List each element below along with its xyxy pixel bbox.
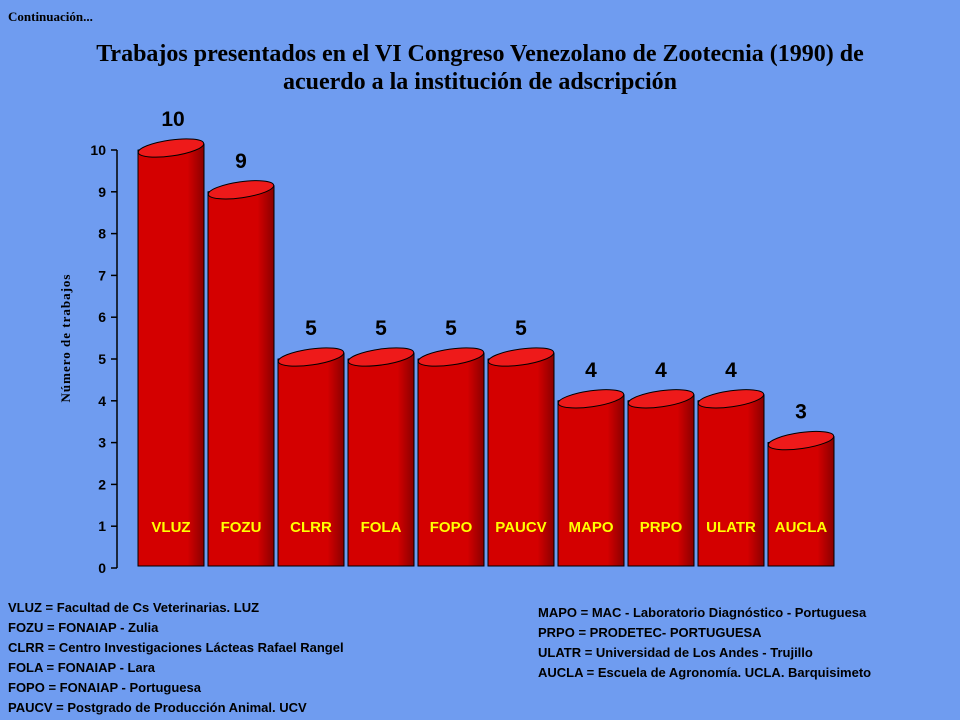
category-label: VLUZ bbox=[151, 519, 190, 536]
legend-right: MAPO = MAC - Laboratorio Diagnóstico - P… bbox=[538, 603, 871, 683]
legend-item: PRPO = PRODETEC- PORTUGUESA bbox=[538, 625, 762, 640]
legend-item: PAUCV = Postgrado de Producción Animal. … bbox=[8, 700, 307, 715]
data-label: 3 bbox=[795, 401, 807, 424]
legend-item: FOPO = FONAIAP - Portuguesa bbox=[8, 680, 201, 695]
y-tick-label: 5 bbox=[98, 351, 106, 367]
bar bbox=[207, 180, 275, 567]
data-label: 4 bbox=[585, 359, 597, 382]
y-tick-label: 2 bbox=[98, 476, 106, 492]
data-label: 4 bbox=[725, 359, 737, 382]
y-tick-label: 1 bbox=[98, 518, 106, 534]
legend-item: FOZU = FONAIAP - Zulia bbox=[8, 620, 159, 635]
data-label: 5 bbox=[445, 317, 457, 340]
bar-top-cap bbox=[697, 389, 765, 409]
continuation-label: Continuación... bbox=[8, 9, 93, 24]
legend-item: VLUZ = Facultad de Cs Veterinarias. LUZ bbox=[8, 600, 260, 615]
bar-top-cap bbox=[487, 347, 555, 367]
bar-top-cap bbox=[557, 389, 625, 409]
bar bbox=[767, 430, 835, 567]
data-label: 9 bbox=[235, 150, 247, 173]
labels: 10 VLUZ 9 FOZU 5 CLRR 5 FOLA 5 FOPO 5 PAUCV 4 MAPO 4 PR… bbox=[151, 108, 827, 536]
bar-body bbox=[697, 392, 765, 567]
title-line-1: Trabajos presentados en el VI Congreso V… bbox=[96, 41, 864, 67]
bar-body bbox=[767, 434, 835, 567]
title-line-2: acuerdo a la institución de adscripción bbox=[282, 69, 678, 95]
y-tick-label: 9 bbox=[98, 184, 106, 200]
category-label: FOPO bbox=[430, 519, 473, 536]
bar bbox=[557, 389, 625, 567]
y-tick-label: 0 bbox=[98, 560, 106, 576]
y-tick-label: 8 bbox=[98, 226, 106, 242]
bar-top-cap bbox=[207, 180, 275, 200]
bar-top-cap bbox=[137, 138, 205, 158]
bar-body bbox=[627, 392, 695, 567]
data-label: 4 bbox=[655, 359, 667, 382]
category-label: FOZU bbox=[221, 519, 262, 536]
bar bbox=[627, 389, 695, 567]
legend-item: ULATR = Universidad de Los Andes - Truji… bbox=[538, 645, 813, 660]
category-label: AUCLA bbox=[775, 519, 828, 536]
legend-item: FOLA = FONAIAP - Lara bbox=[8, 660, 155, 675]
category-label: FOLA bbox=[361, 519, 402, 536]
category-label: MAPO bbox=[569, 519, 614, 536]
bar-top-cap bbox=[627, 389, 695, 409]
bars bbox=[137, 138, 835, 567]
data-label: 10 bbox=[161, 108, 184, 131]
y-axis-title: Número de trabajos bbox=[58, 274, 73, 403]
bar bbox=[487, 347, 555, 567]
legend-item: MAPO = MAC - Laboratorio Diagnóstico - P… bbox=[538, 605, 867, 620]
y-tick-label: 6 bbox=[98, 309, 106, 325]
y-tick-label: 3 bbox=[98, 435, 106, 451]
y-axis: 0 1 2 3 4 5 6 7 8 9 10 bbox=[90, 142, 118, 576]
bar-top-cap bbox=[347, 347, 415, 367]
bar bbox=[137, 138, 205, 567]
bar bbox=[347, 347, 415, 567]
page-title: Trabajos presentados en el VI Congreso V… bbox=[20, 40, 940, 96]
category-label: CLRR bbox=[290, 519, 332, 536]
y-tick-label: 7 bbox=[98, 267, 106, 283]
bar-body bbox=[137, 141, 205, 567]
bar bbox=[417, 347, 485, 567]
y-tick-label: 4 bbox=[98, 393, 106, 409]
category-label: ULATR bbox=[706, 519, 756, 536]
bar bbox=[277, 347, 345, 567]
bar-body bbox=[207, 183, 275, 567]
data-label: 5 bbox=[375, 317, 387, 340]
legend-left: VLUZ = Facultad de Cs Veterinarias. LUZ … bbox=[8, 598, 344, 718]
category-label: PAUCV bbox=[495, 519, 546, 536]
bar-top-cap bbox=[277, 347, 345, 367]
data-label: 5 bbox=[515, 317, 527, 340]
legend-item: CLRR = Centro Investigaciones Lácteas Ra… bbox=[8, 640, 344, 655]
y-tick-label: 10 bbox=[90, 142, 106, 158]
data-label: 5 bbox=[305, 317, 317, 340]
bar-top-cap bbox=[417, 347, 485, 367]
bar-top-cap bbox=[767, 430, 835, 451]
legend-item: AUCLA = Escuela de Agronomía. UCLA. Barq… bbox=[538, 665, 872, 680]
bar-body bbox=[557, 392, 625, 567]
category-label: PRPO bbox=[640, 519, 683, 536]
bar bbox=[697, 389, 765, 567]
